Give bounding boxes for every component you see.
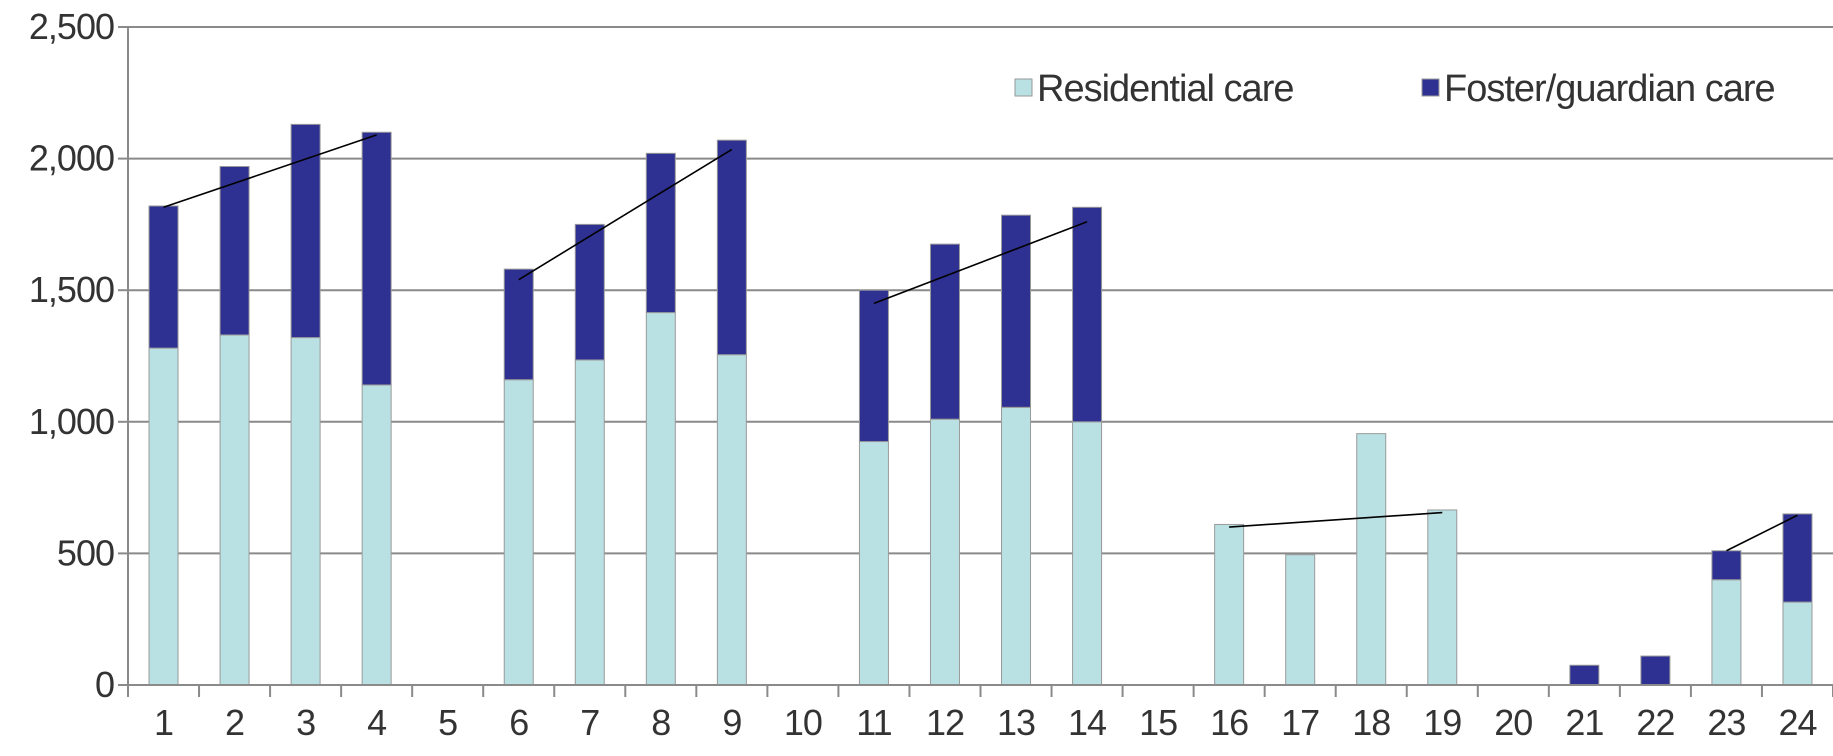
legend-swatch-foster <box>1421 78 1440 97</box>
y-tick-label: 0 <box>95 664 114 705</box>
x-tick-label: 14 <box>1068 702 1106 743</box>
bar-residential-19 <box>1427 509 1458 686</box>
trend-line <box>518 148 733 281</box>
bar-foster-6 <box>503 268 534 381</box>
x-tick-label: 10 <box>784 702 822 743</box>
bar-residential-4 <box>361 384 392 686</box>
bar-foster-13 <box>1001 214 1032 408</box>
bar-foster-1 <box>148 205 179 349</box>
x-tick-label: 19 <box>1423 702 1461 743</box>
trend-lines <box>163 134 1798 552</box>
x-tick-label: 4 <box>367 702 386 743</box>
bar-foster-24 <box>1782 513 1813 603</box>
legend-label-foster: Foster/guardian care <box>1444 68 1775 110</box>
bar-foster-7 <box>574 223 605 361</box>
x-tick-label: 21 <box>1565 702 1603 743</box>
bar-residential-24 <box>1782 601 1813 686</box>
bar-foster-23 <box>1711 550 1742 581</box>
bar-residential-13 <box>1001 406 1032 686</box>
bar-foster-14 <box>1072 206 1103 423</box>
legend-label-residential: Residential care <box>1037 68 1293 110</box>
x-tick-label: 2 <box>225 702 244 743</box>
bar-foster-4 <box>361 131 392 386</box>
bar-foster-2 <box>219 165 250 336</box>
bar-foster-8 <box>645 152 676 314</box>
bar-foster-12 <box>929 243 960 420</box>
bar-residential-7 <box>574 359 605 686</box>
x-tick-label: 7 <box>580 702 599 743</box>
bar-residential-11 <box>858 441 889 686</box>
x-tick-label: 6 <box>509 702 528 743</box>
x-tick-label: 15 <box>1139 702 1177 743</box>
bars <box>148 123 1813 686</box>
bar-foster-9 <box>716 139 747 356</box>
bar-residential-8 <box>645 312 676 686</box>
x-tick-label: 12 <box>926 702 964 743</box>
y-tick-label: 1,000 <box>29 401 114 442</box>
bar-residential-12 <box>929 418 960 686</box>
bar-residential-3 <box>290 337 321 686</box>
bar-residential-18 <box>1356 433 1387 686</box>
bar-residential-1 <box>148 347 179 686</box>
x-tick-label: 16 <box>1210 702 1248 743</box>
x-tick-label: 24 <box>1778 702 1816 743</box>
legend: Residential care Foster/guardian care <box>1014 68 1776 110</box>
bar-residential-17 <box>1285 554 1316 686</box>
x-tick-label: 22 <box>1636 702 1674 743</box>
bar-foster-21 <box>1569 664 1600 686</box>
bar-residential-14 <box>1072 421 1103 686</box>
x-tick-label: 13 <box>997 702 1035 743</box>
x-tick-label: 9 <box>722 702 741 743</box>
bar-foster-11 <box>858 289 889 443</box>
legend-swatch-residential <box>1014 78 1033 97</box>
trend-line <box>1726 514 1798 552</box>
bar-residential-9 <box>716 354 747 686</box>
x-tick-label: 1 <box>154 702 173 743</box>
trend-line <box>163 134 377 209</box>
bar-residential-23 <box>1711 579 1742 686</box>
y-tick-label: 2,000 <box>29 138 114 179</box>
gridlines <box>128 26 1833 555</box>
x-tick-label: 8 <box>651 702 670 743</box>
x-tick-label: 5 <box>438 702 457 743</box>
bar-foster-22 <box>1640 655 1671 686</box>
x-tick-label: 11 <box>856 702 891 743</box>
bar-residential-6 <box>503 379 534 686</box>
y-tick-label: 1,500 <box>29 269 114 310</box>
x-tick-label: 3 <box>296 702 315 743</box>
bar-residential-16 <box>1214 523 1245 686</box>
trend-line <box>1229 511 1443 528</box>
x-tick-label: 23 <box>1707 702 1745 743</box>
x-tick-label: 17 <box>1281 702 1319 743</box>
bar-residential-2 <box>219 334 250 686</box>
trend-line <box>873 221 1088 305</box>
bar-foster-3 <box>290 123 321 339</box>
x-tick-label: 18 <box>1352 702 1390 743</box>
x-tick-label: 20 <box>1494 702 1532 743</box>
y-tick-label: 500 <box>57 532 114 573</box>
y-tick-label: 2,500 <box>29 6 114 47</box>
